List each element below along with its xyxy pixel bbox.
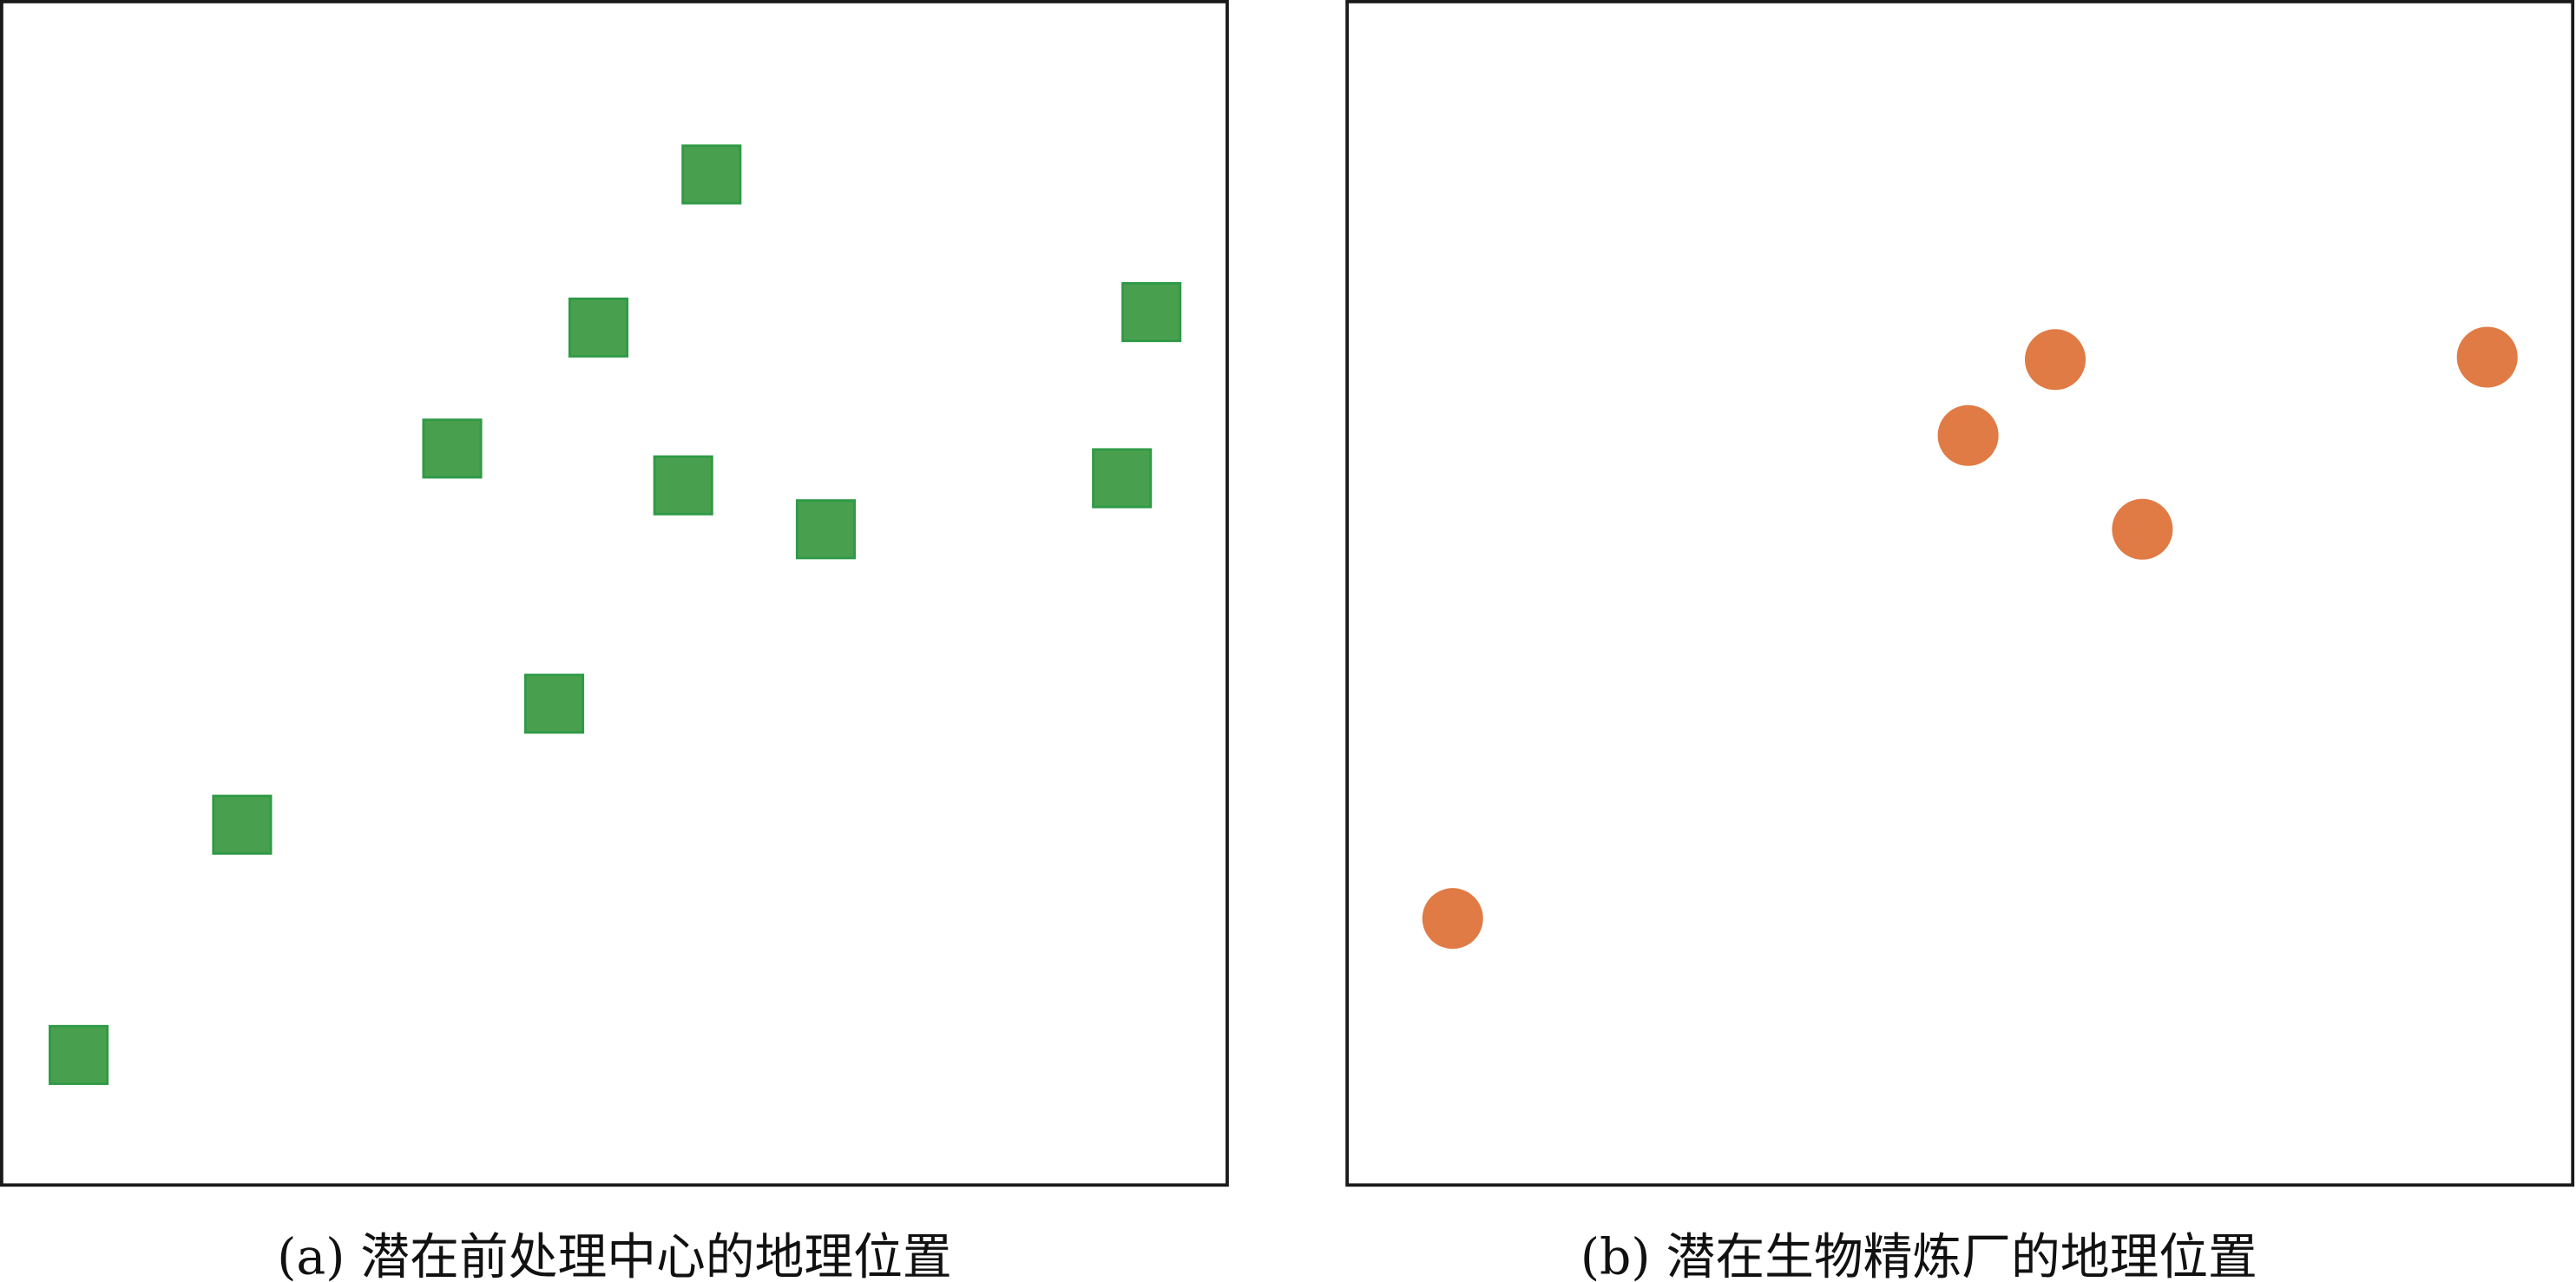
- preprocessing-center-square-marker: [422, 418, 483, 479]
- preprocessing-center-square-marker: [653, 455, 713, 516]
- biorefinery-circle-marker: [2112, 498, 2173, 560]
- panel-a-potential-preprocessing-centers: (a) 潜在前处理中心的地理位置: [0, 0, 1229, 1282]
- preprocessing-center-square-marker: [795, 499, 857, 560]
- preprocessing-center-square-marker: [49, 1024, 109, 1085]
- preprocessing-center-square-marker: [524, 674, 585, 734]
- panel-a-markers: [49, 144, 1182, 1085]
- preprocessing-center-square-marker: [1121, 282, 1182, 343]
- preprocessing-center-square-marker: [212, 794, 273, 855]
- preprocessing-center-square-marker: [681, 144, 742, 205]
- biorefinery-circle-marker: [2456, 326, 2518, 388]
- biorefinery-circle-marker: [2024, 329, 2086, 391]
- biorefinery-circle-marker: [1422, 888, 1483, 950]
- preprocessing-center-square-marker: [568, 297, 629, 358]
- biorefinery-circle-marker: [1937, 404, 1999, 466]
- panel-b-potential-biorefineries: (b) 潜在生物精炼厂的地理位置: [1345, 0, 2575, 1282]
- panel-a-frame: [0, 0, 1229, 1187]
- panel-b-frame: [1345, 0, 2575, 1187]
- panel-b-markers: [1422, 326, 2518, 950]
- panel-b-caption: (b) 潜在生物精炼厂的地理位置: [1580, 1229, 2257, 1282]
- preprocessing-center-square-marker: [1092, 448, 1153, 509]
- panel-a-caption: (a) 潜在前处理中心的地理位置: [277, 1229, 951, 1282]
